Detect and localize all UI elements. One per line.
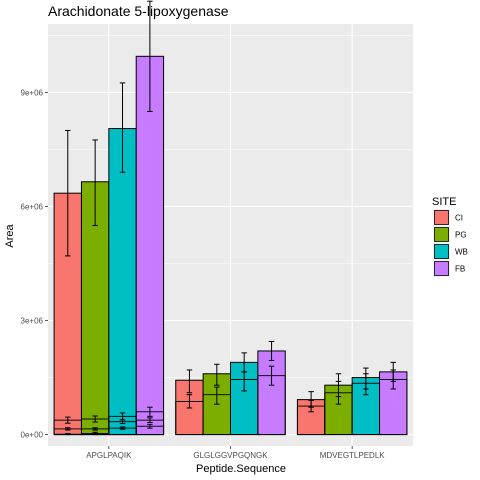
y-axis-title: Area [4,224,16,248]
legend-swatch-pg [434,227,449,242]
legend-label: FB [455,265,465,274]
y-tick-label: 3e+06 [21,317,44,326]
x-tick-label: GLGLGGVPGQNGK [193,451,268,460]
bar-wb [108,128,137,436]
legend-swatch-ci [434,210,449,225]
bar-fb [135,55,165,436]
legend-swatch-fb [434,261,449,276]
legend-swatch-wb [434,244,449,259]
x-tick-label: MDVEGTLPEDLK [320,451,386,460]
legend-label: PG [455,231,467,240]
x-axis: APGLPAQIK GLGLGGVPGQNGK MDVEGTLPEDLK [86,446,385,460]
plot-panel [48,0,413,446]
chart-title: Arachidonate 5-lipoxygenase [48,3,229,19]
legend-label: WB [455,248,468,257]
y-tick-label: 6e+06 [21,202,44,211]
x-tick-label: APGLPAQIK [86,451,132,460]
x-axis-title: Peptide.Sequence [196,463,286,475]
legend: SITE CI PG WB FB [432,196,468,277]
y-tick-label: 9e+06 [21,88,44,97]
legend-title: SITE [432,196,456,208]
bar-fb [257,350,286,436]
y-tick-label: 0e+00 [21,431,44,440]
y-axis: 0e+00 3e+06 6e+06 9e+06 [21,88,48,440]
legend-label: CI [455,214,463,223]
